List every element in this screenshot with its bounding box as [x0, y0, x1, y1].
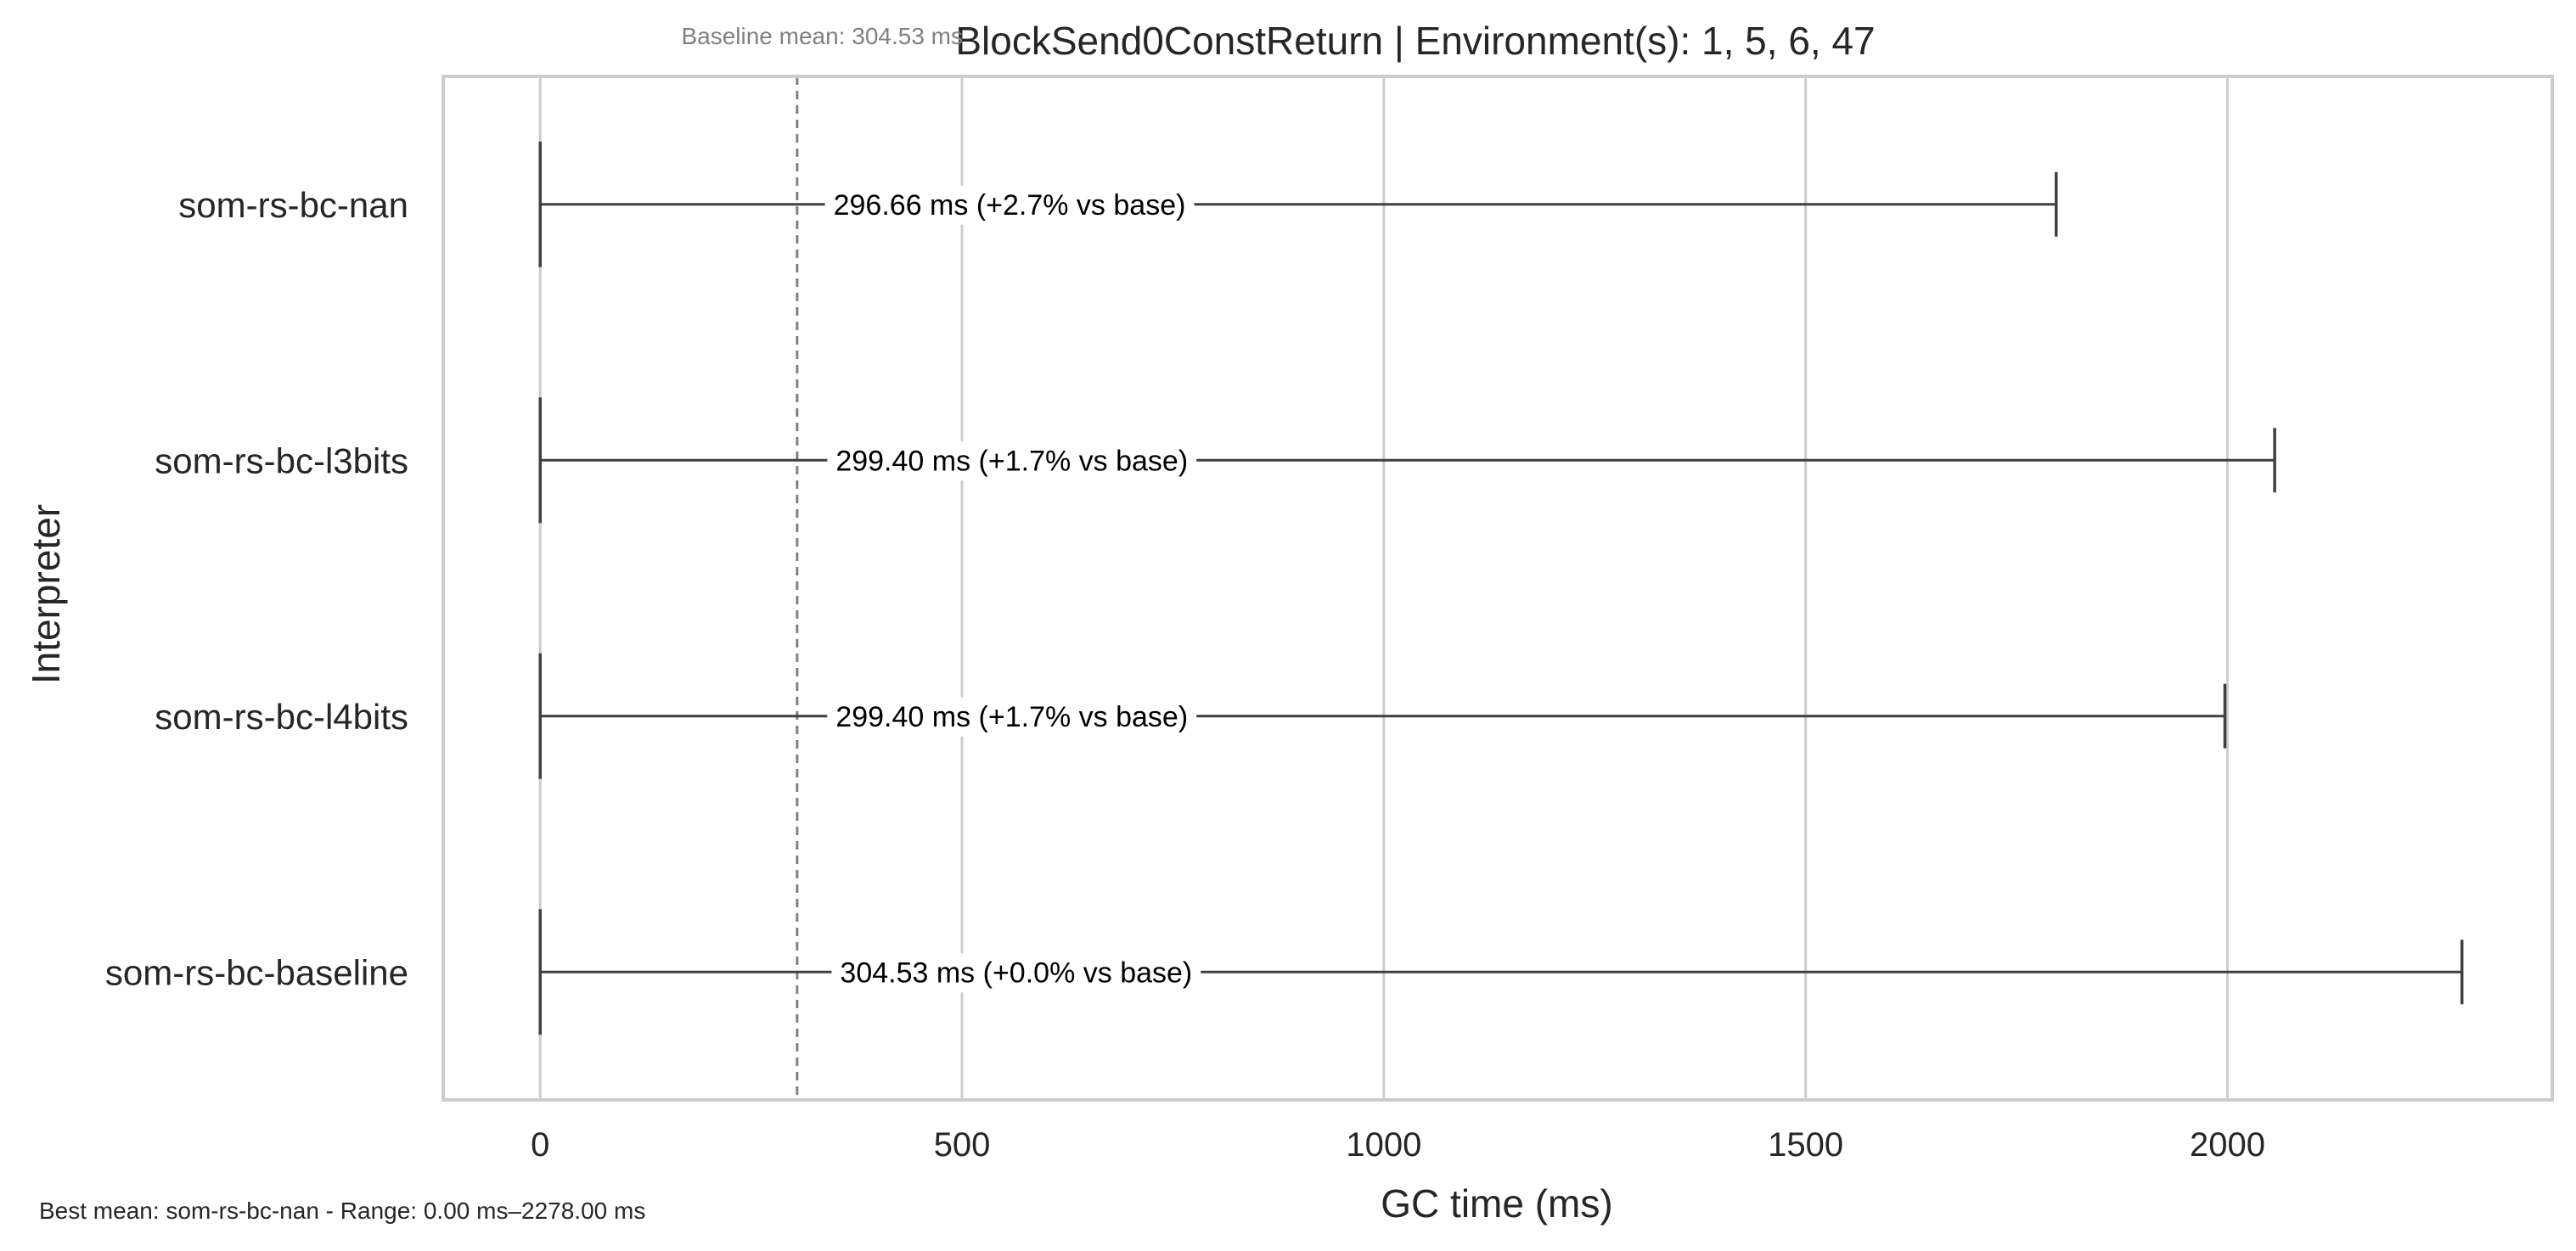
x-tick-label-0: 0	[531, 1126, 549, 1164]
interpreter-series: 296.66 ms (+2.7% vs base) 299.40 ms (+1.7…	[538, 141, 2464, 1035]
baseline-mean-label: Baseline mean: 304.53 ms	[681, 23, 963, 49]
x-axis-label: GC time (ms)	[1381, 1181, 1612, 1226]
x-tick-label-2000: 2000	[2190, 1126, 2265, 1164]
y-category-label-som-rs-bc-l3bits: som-rs-bc-l3bits	[155, 440, 408, 480]
mean-label-som-rs-bc-nan: 296.66 ms (+2.7% vs base)	[834, 189, 1186, 222]
mean-label-background-som-rs-bc-l4bits	[827, 697, 1197, 737]
mean-label-som-rs-bc-baseline: 304.53 ms (+0.0% vs base)	[840, 956, 1192, 989]
y-category-label-som-rs-bc-nan: som-rs-bc-nan	[178, 185, 408, 225]
x-axis-ticks: 0 500 1000 1500 2000	[531, 1126, 2265, 1164]
plot-frame	[442, 75, 2554, 1102]
x-tick-label-1500: 1500	[1768, 1126, 1843, 1164]
y-axis-categories: som-rs-bc-nan som-rs-bc-l3bits som-rs-bc-l…	[105, 185, 408, 993]
mean-label-background-som-rs-bc-baseline	[831, 953, 1201, 993]
mean-label-background-som-rs-bc-nan	[824, 185, 1195, 225]
mean-label-som-rs-bc-l4bits: 299.40 ms (+1.7% vs base)	[835, 701, 1188, 733]
chart-title: BlockSend0ConstReturn | Environment(s): …	[955, 19, 1875, 63]
series-som-rs-bc-baseline: 304.53 ms (+0.0% vs base)	[538, 909, 2464, 1035]
mean-label-background-som-rs-bc-l3bits	[827, 441, 1197, 481]
series-som-rs-bc-l4bits: 299.40 ms (+1.7% vs base)	[538, 653, 2227, 779]
y-category-label-som-rs-bc-baseline: som-rs-bc-baseline	[105, 952, 408, 992]
series-som-rs-bc-l3bits: 299.40 ms (+1.7% vs base)	[538, 397, 2276, 524]
x-tick-label-500: 500	[934, 1126, 991, 1164]
y-axis-label: Interpreter	[24, 504, 68, 684]
series-som-rs-bc-nan: 296.66 ms (+2.7% vs base)	[538, 141, 2058, 267]
x-tick-label-1000: 1000	[1346, 1126, 1421, 1164]
mean-label-som-rs-bc-l3bits: 299.40 ms (+1.7% vs base)	[835, 445, 1188, 477]
y-category-label-som-rs-bc-l4bits: som-rs-bc-l4bits	[155, 697, 408, 737]
footer-note: Best mean: som-rs-bc-nan - Range: 0.00 m…	[39, 1198, 645, 1224]
